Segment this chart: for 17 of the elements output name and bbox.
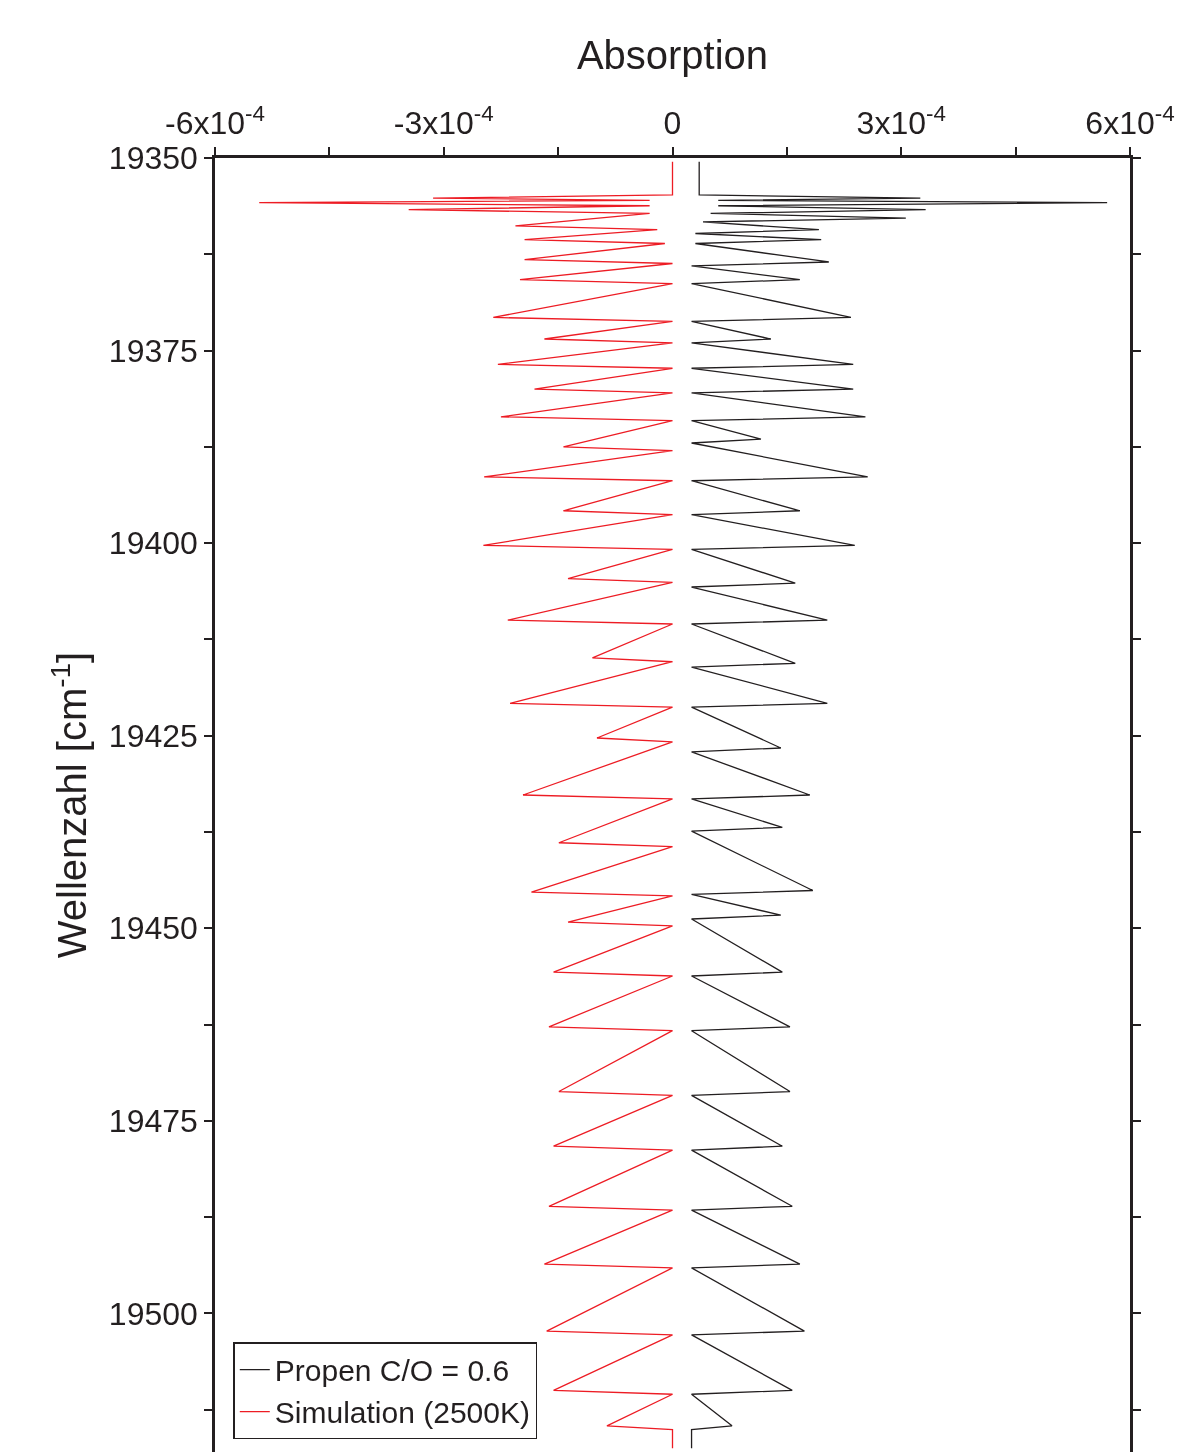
y-tick-label: 19475 [108,1103,198,1139]
y-tick-label: 19375 [108,332,198,369]
x-axis-title: Absorption [576,32,769,77]
legend-label: Propen C/O = 0.6 [274,1354,510,1388]
y-tick-label: 19500 [108,1295,198,1332]
legend-label: Simulation (2500K) [274,1396,530,1430]
x-tick-label: -6x10$^{-4}$ [165,101,265,142]
x-tick-label: 6x10$^{-4}$ [1085,101,1175,142]
y-tick-label: 19450 [108,910,198,947]
y-tick-label: 19425 [108,717,198,754]
x-tick-label: 0 [663,105,682,142]
line-series [258,161,674,1449]
y-tick-label: 19400 [108,525,198,562]
x-tick-label: -3x10$^{-4}$ [393,101,494,142]
x-tick-label: 3x10$^{-4}$ [856,101,946,142]
y-tick-label: 19350 [108,140,198,177]
line-series [690,161,1108,1449]
